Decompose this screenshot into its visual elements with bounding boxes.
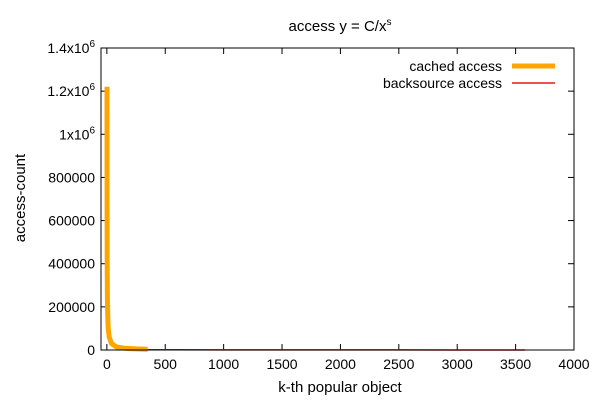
y-tick-label: 600000 xyxy=(48,213,95,229)
y-tick-label: 1.4x106 xyxy=(47,39,95,56)
chart-title: access y = C/xs xyxy=(289,17,392,35)
x-tick-label: 0 xyxy=(103,356,111,372)
y-tick-label: 200000 xyxy=(48,299,95,315)
y-axis-ticks: 0 200000 400000 600000 800000 1x106 1.2x106 1.4… xyxy=(47,39,574,358)
x-axis-label: k-th popular object xyxy=(278,379,402,396)
legend-label: backsource access xyxy=(383,75,502,91)
y-tick-label: 1.2x106 xyxy=(47,82,95,99)
x-axis-ticks: 0 500 1000 1500 2000 2500 3000 3500 4000 xyxy=(103,48,590,372)
x-tick-label: 2500 xyxy=(383,356,414,372)
y-tick-label: 400000 xyxy=(48,256,95,272)
y-tick-label: 800000 xyxy=(48,169,95,185)
x-tick-label: 1000 xyxy=(208,356,239,372)
y-tick-label: 0 xyxy=(87,342,95,358)
x-tick-label: 3000 xyxy=(442,356,473,372)
plot-frame xyxy=(100,47,575,351)
legend-label: cached access xyxy=(409,58,502,74)
x-tick-label: 3500 xyxy=(500,356,531,372)
x-tick-label: 1500 xyxy=(266,356,297,372)
plot-series xyxy=(104,86,525,352)
x-tick-label: 500 xyxy=(154,356,178,372)
y-tick-label: 1x106 xyxy=(59,125,95,142)
x-tick-label: 4000 xyxy=(558,356,589,372)
y-axis-label: access-count xyxy=(12,153,29,242)
series-line-cached-access xyxy=(104,86,148,352)
x-tick-label: 2000 xyxy=(325,356,356,372)
